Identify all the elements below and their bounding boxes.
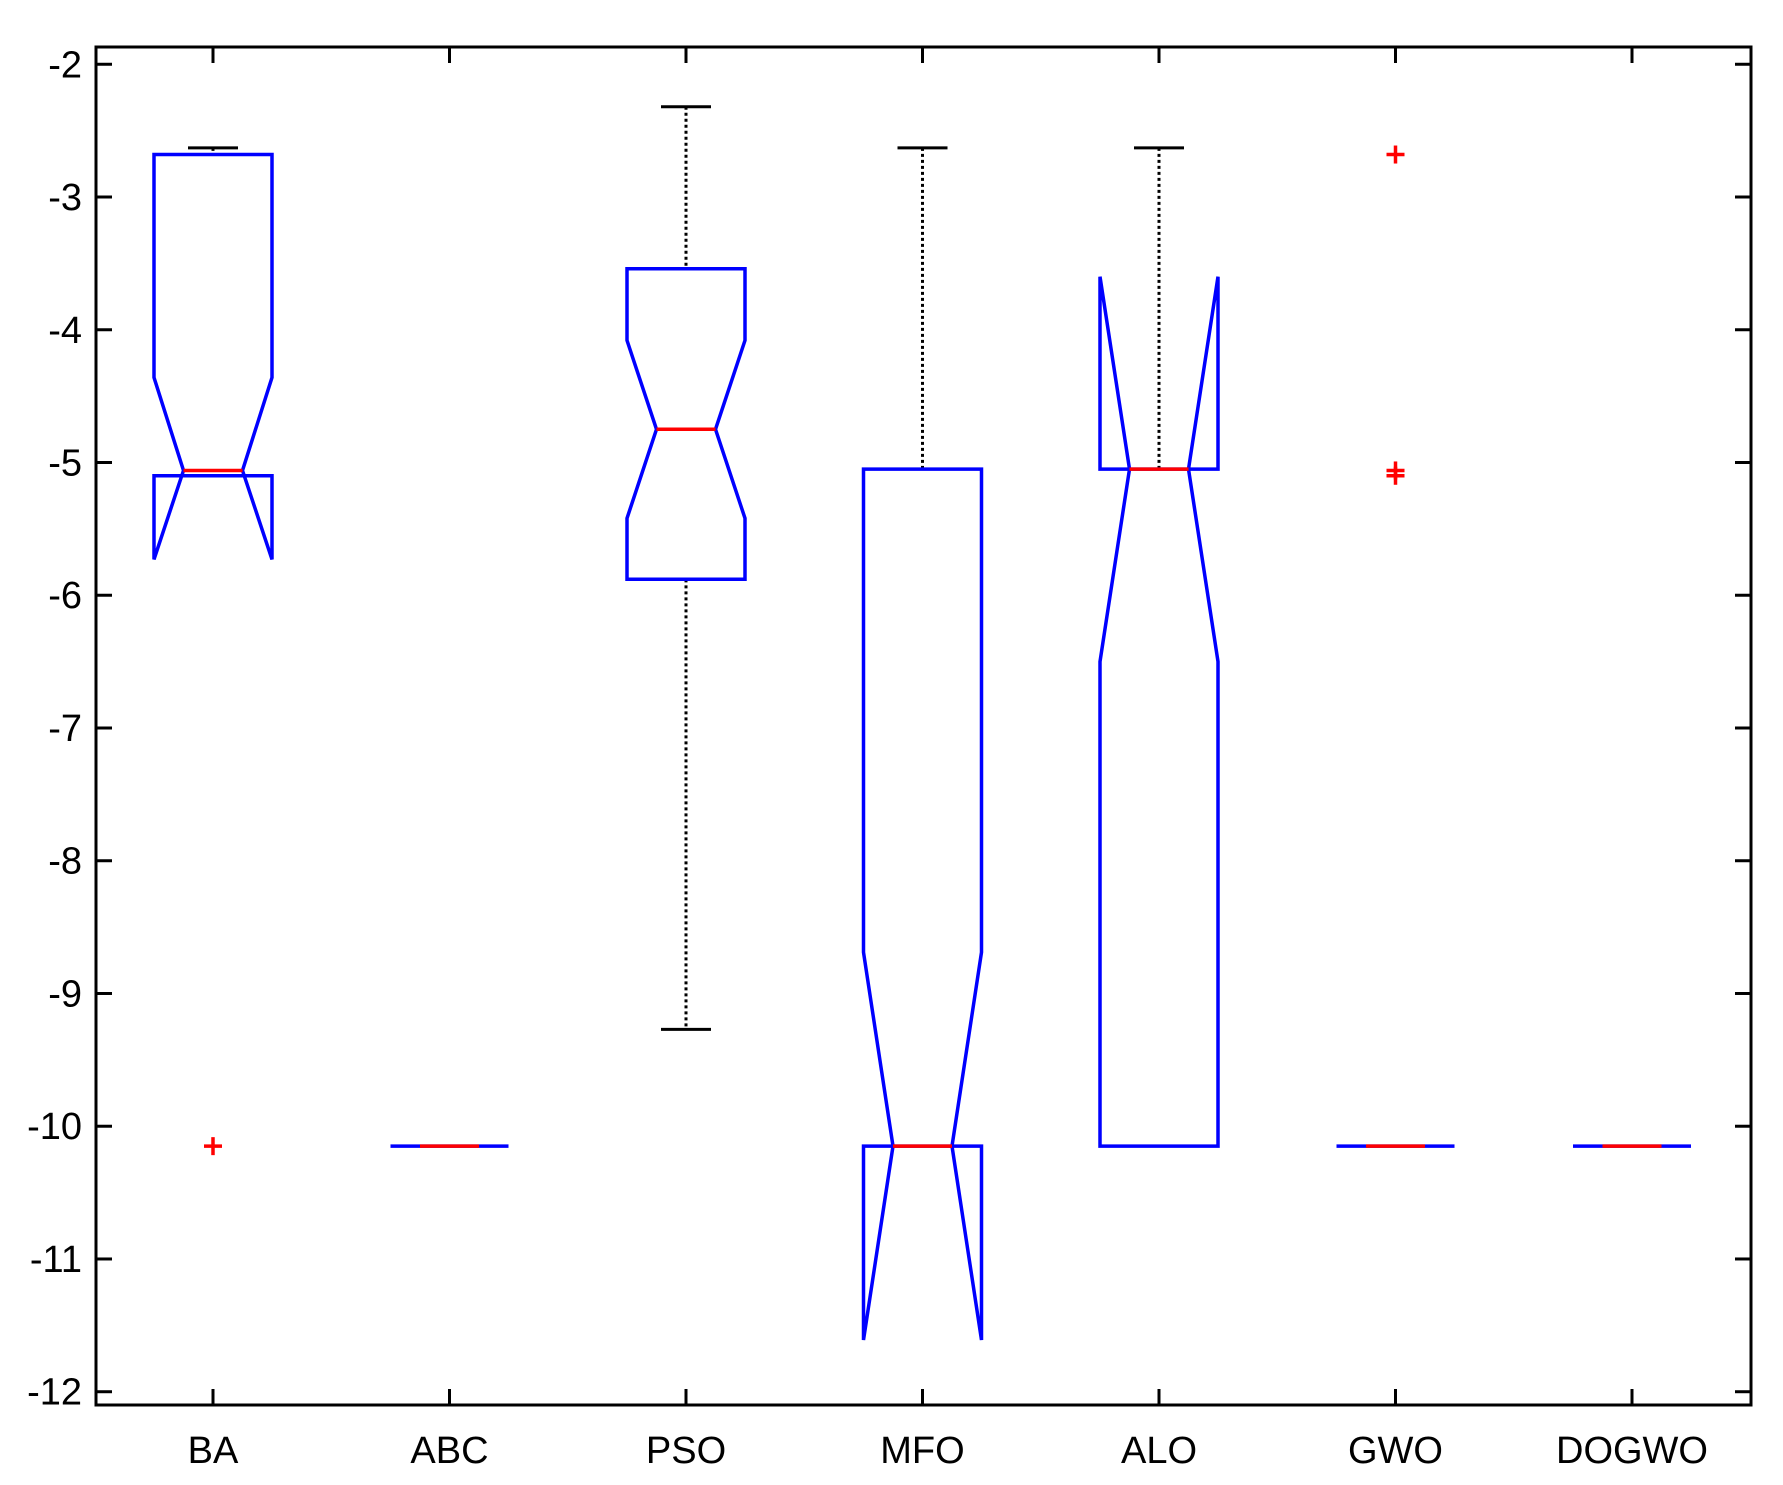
box-outline-ba <box>152 152 274 560</box>
chart-marks <box>152 105 1691 1341</box>
y-tick-label: -2 <box>48 44 82 86</box>
outlier-gwo <box>1386 466 1405 485</box>
box-outline-alo <box>1098 276 1220 1148</box>
x-tick-label: PSO <box>646 1430 726 1472</box>
box-ba <box>152 146 274 1156</box>
outlier-ba <box>204 1137 222 1156</box>
y-tick-label: -12 <box>27 1372 82 1414</box>
box-gwo <box>1336 145 1455 1148</box>
x-tick-label: MFO <box>880 1430 964 1472</box>
y-tick-label: -3 <box>48 177 82 219</box>
box-mfo <box>861 146 984 1341</box>
x-tick-label: DOGWO <box>1556 1430 1708 1472</box>
axis-ticks: -2 -3 -4 -5 -6 -7 -8 -9 -10 -11 -12 BA ABC PSO MFO ALO G… <box>27 44 1751 1472</box>
box-outline-mfo <box>861 467 984 1341</box>
x-tick-label: ABC <box>410 1430 488 1472</box>
y-tick-label: -6 <box>48 575 82 617</box>
y-tick-label: -4 <box>48 310 82 352</box>
x-tick-label: GWO <box>1348 1430 1443 1472</box>
y-tick-label: -9 <box>48 973 82 1015</box>
y-tick-label: -8 <box>48 841 82 883</box>
box-outline-pso <box>625 266 747 582</box>
outlier-gwo <box>1386 145 1405 164</box>
y-tick-label: -11 <box>30 1239 82 1281</box>
x-tick-label: ALO <box>1121 1430 1197 1472</box>
y-tick-label: -10 <box>27 1106 82 1148</box>
y-tick-label: -7 <box>48 708 82 750</box>
box-alo <box>1098 146 1220 1148</box>
x-tick-label: BA <box>188 1430 239 1472</box>
y-tick-label: -5 <box>48 442 82 484</box>
box-pso <box>625 105 747 1031</box>
